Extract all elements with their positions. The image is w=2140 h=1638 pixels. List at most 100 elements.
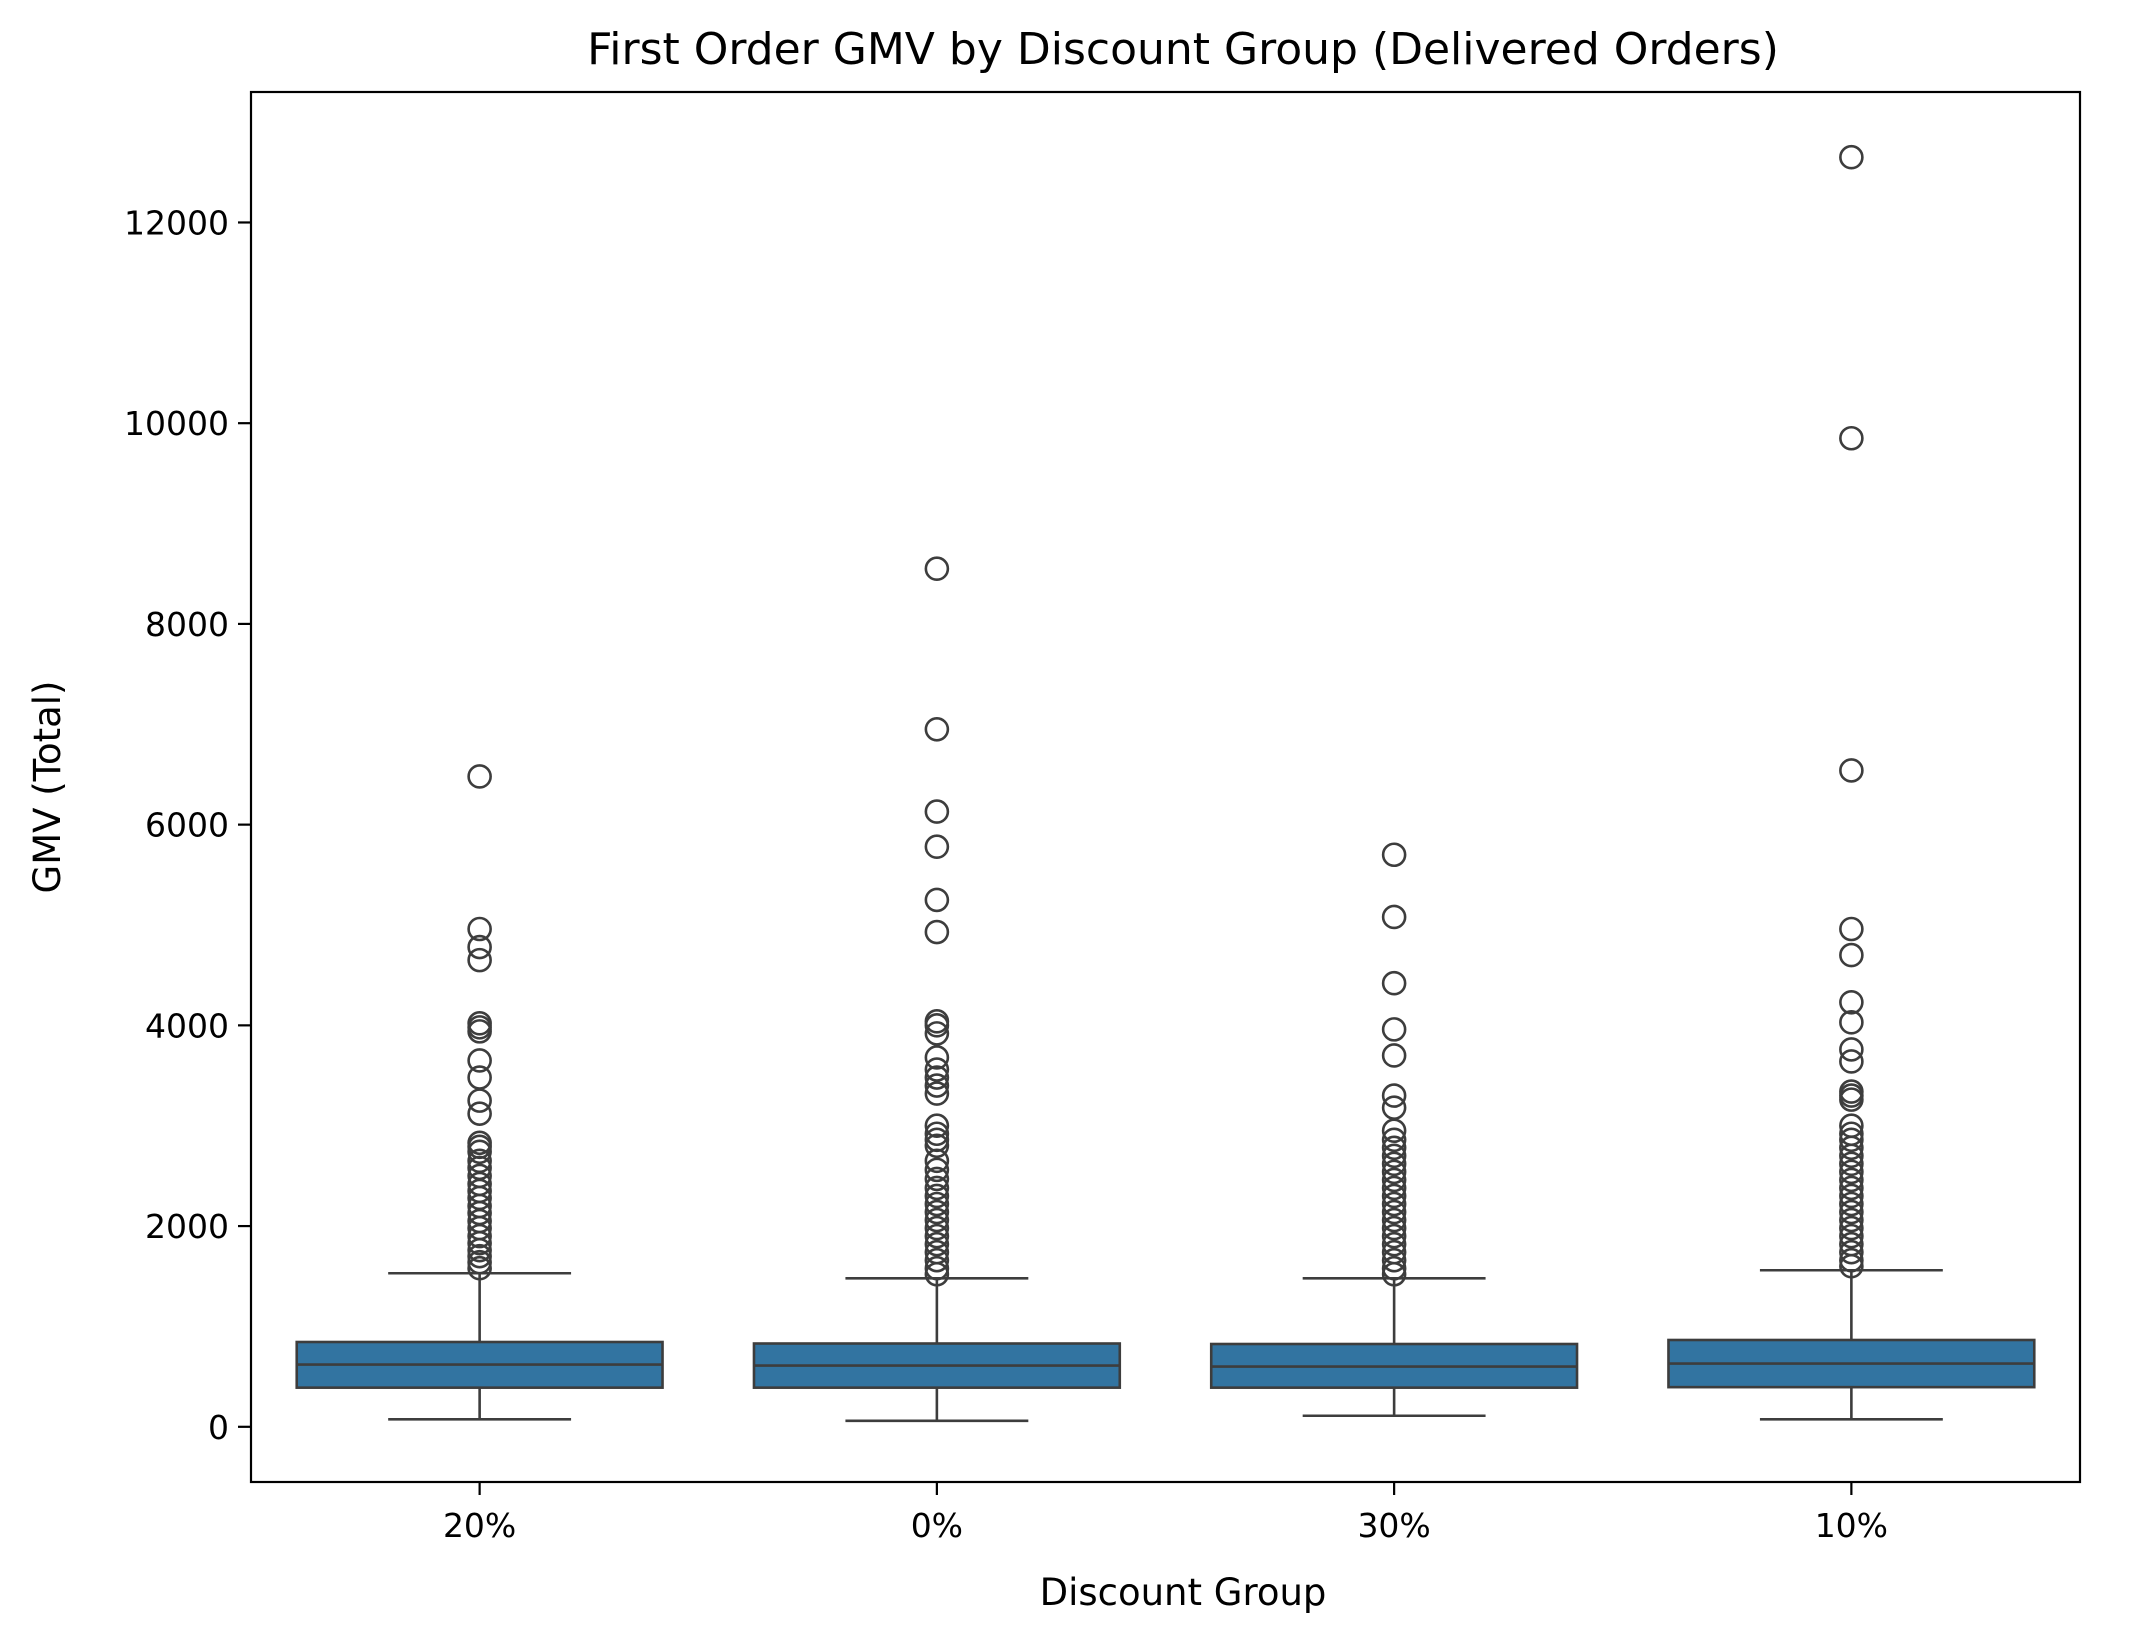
outlier-point <box>1839 1253 1864 1279</box>
outlier-point <box>924 1057 950 1082</box>
outlier-point <box>924 1113 950 1139</box>
outlier-point <box>924 1199 950 1225</box>
y-tick-label: 2000 <box>145 1207 229 1246</box>
outlier-point <box>924 716 950 742</box>
outlier-point <box>1381 1143 1407 1169</box>
x-tick-label: 10% <box>1815 1506 1888 1545</box>
outlier-point <box>1839 1223 1864 1249</box>
outlier-point <box>924 887 950 913</box>
box-30pct-group <box>1209 842 1579 1418</box>
outlier-point <box>1839 1167 1864 1193</box>
plot-frame <box>249 90 2082 1484</box>
outlier-point <box>467 1255 492 1281</box>
outlier-point <box>1381 1043 1407 1068</box>
outlier-point <box>924 1231 950 1257</box>
outlier-point <box>924 1148 950 1174</box>
outlier-point <box>924 1081 950 1106</box>
y-axis-label: GMV (Total) <box>26 681 69 894</box>
outlier-point <box>1381 1191 1407 1217</box>
outlier-point <box>924 1223 950 1249</box>
outlier-point <box>1381 1083 1407 1108</box>
outlier-point <box>1839 1087 1864 1112</box>
outlier-point <box>467 1237 492 1263</box>
outlier-point <box>924 1191 950 1217</box>
outlier-point <box>1381 1223 1407 1249</box>
outlier-point <box>1381 1151 1407 1177</box>
outlier-point <box>1381 1135 1407 1161</box>
outlier-point <box>1381 1017 1407 1042</box>
outlier-point <box>467 916 492 942</box>
outlier-point <box>924 556 950 582</box>
y-tick-label: 12000 <box>124 203 229 242</box>
outlier-point <box>1839 1191 1864 1217</box>
outlier-point <box>924 1255 950 1281</box>
outlier-point <box>1839 1199 1864 1225</box>
outlier-point <box>1839 1049 1864 1074</box>
outlier-point <box>1381 1167 1407 1193</box>
outlier-point <box>1839 1143 1864 1169</box>
outlier-point <box>1839 758 1864 783</box>
outlier-point <box>1839 1159 1864 1185</box>
outlier-point <box>924 1065 950 1090</box>
outlier-point <box>924 919 950 945</box>
outlier-point <box>1381 1118 1407 1144</box>
outlier-point <box>924 1166 950 1192</box>
outlier-point <box>1839 1037 1864 1062</box>
outlier-point <box>924 1261 950 1287</box>
outlier-point <box>1381 1261 1407 1287</box>
outlier-point <box>924 1157 950 1183</box>
outlier-point <box>924 1175 950 1201</box>
outlier-point <box>1839 1175 1864 1201</box>
outlier-point <box>1381 842 1407 868</box>
outlier-point <box>467 934 492 960</box>
box-0pct-group <box>752 556 1122 1423</box>
outlier-point <box>924 799 950 824</box>
outlier-point <box>1839 1239 1864 1265</box>
outlier-point <box>467 1048 492 1073</box>
box-20pct-group <box>295 764 664 1421</box>
outlier-point <box>924 1073 950 1098</box>
outlier-point <box>467 1223 492 1249</box>
outlier-point <box>1839 1135 1864 1161</box>
outlier-point <box>1839 425 1864 451</box>
y-tick-label: 4000 <box>145 1006 229 1045</box>
outlier-point <box>1381 1175 1407 1201</box>
outlier-point <box>1839 942 1864 968</box>
y-tick-label: 0 <box>208 1408 229 1447</box>
outlier-point <box>467 1249 492 1275</box>
outlier-point <box>924 1247 950 1273</box>
plot-area <box>295 144 2036 1423</box>
outlier-point <box>924 1045 950 1070</box>
x-tick-label: 20% <box>443 1506 516 1545</box>
outlier-point <box>1839 916 1864 942</box>
outlier-point <box>1381 1159 1407 1185</box>
y-tick-label: 8000 <box>145 605 229 644</box>
outlier-point <box>1381 1127 1407 1153</box>
outlier-point <box>1839 1247 1864 1273</box>
outlier-point <box>467 764 492 789</box>
x-tick-label: 0% <box>911 1506 963 1545</box>
outlier-point <box>924 1215 950 1241</box>
outlier-point <box>924 1121 950 1147</box>
outlier-point <box>1381 970 1407 996</box>
outlier-point <box>1381 904 1407 930</box>
outlier-point <box>924 834 950 860</box>
outlier-point <box>1381 1247 1407 1273</box>
outlier-point <box>1839 1215 1864 1241</box>
outlier-point <box>467 1243 492 1269</box>
outlier-point <box>1381 1231 1407 1257</box>
y-tick-label: 10000 <box>124 404 229 443</box>
y-tick-label: 6000 <box>145 806 229 845</box>
outlier-point <box>467 1088 492 1113</box>
outlier-point <box>1381 1207 1407 1233</box>
outlier-point <box>924 1207 950 1233</box>
outlier-point <box>1381 1215 1407 1241</box>
x-tick-label: 30% <box>1357 1506 1430 1545</box>
outlier-point <box>467 1139 492 1165</box>
outlier-point <box>924 1183 950 1209</box>
outlier-point <box>467 1230 492 1256</box>
outlier-point <box>467 1065 492 1090</box>
outlier-point <box>1381 1255 1407 1281</box>
